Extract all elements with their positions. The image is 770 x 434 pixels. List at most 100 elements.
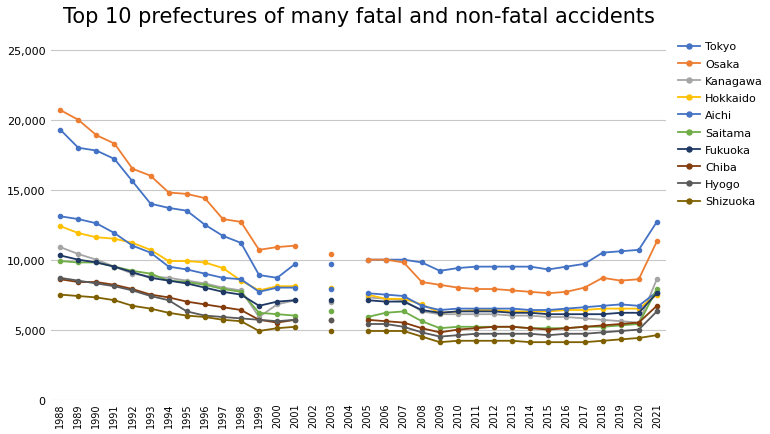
Line: Osaka: Osaka bbox=[58, 108, 297, 252]
Aichi bbox=[200, 271, 209, 276]
Saitama bbox=[273, 312, 282, 317]
Osaka bbox=[200, 196, 209, 201]
Chiba bbox=[200, 302, 209, 307]
Fukuoka bbox=[55, 253, 65, 259]
Chiba bbox=[182, 299, 192, 305]
Saitama bbox=[92, 260, 101, 266]
Saitama bbox=[74, 260, 83, 266]
Saitama bbox=[146, 271, 156, 276]
Hyogo bbox=[273, 319, 282, 324]
Chiba bbox=[110, 283, 119, 288]
Hokkaido bbox=[146, 248, 156, 253]
Tokyo bbox=[200, 223, 209, 228]
Hokkaido bbox=[182, 259, 192, 264]
Kanagawa bbox=[146, 274, 156, 279]
Aichi bbox=[254, 289, 263, 295]
Hyogo bbox=[92, 281, 101, 286]
Chiba bbox=[146, 293, 156, 298]
Osaka bbox=[236, 220, 246, 225]
Line: Chiba: Chiba bbox=[58, 277, 297, 325]
Chiba bbox=[55, 277, 65, 282]
Osaka bbox=[146, 174, 156, 179]
Line: Tokyo: Tokyo bbox=[58, 128, 297, 280]
Shizuoka bbox=[128, 303, 137, 309]
Tokyo bbox=[254, 273, 263, 278]
Saitama bbox=[182, 280, 192, 285]
Hokkaido bbox=[164, 259, 173, 264]
Line: Hokkaido: Hokkaido bbox=[58, 224, 297, 293]
Tokyo bbox=[92, 148, 101, 154]
Saitama bbox=[110, 264, 119, 270]
Tokyo bbox=[74, 146, 83, 151]
Saitama bbox=[128, 269, 137, 274]
Line: Saitama: Saitama bbox=[58, 260, 297, 318]
Title: Top 10 prefectures of many fatal and non-fatal accidents: Top 10 prefectures of many fatal and non… bbox=[62, 7, 654, 27]
Aichi bbox=[273, 285, 282, 290]
Tokyo bbox=[182, 209, 192, 214]
Aichi bbox=[74, 217, 83, 222]
Aichi bbox=[236, 277, 246, 282]
Chiba bbox=[236, 308, 246, 313]
Kanagawa bbox=[290, 298, 300, 303]
Saitama bbox=[164, 278, 173, 283]
Chiba bbox=[254, 317, 263, 322]
Aichi bbox=[92, 221, 101, 227]
Hyogo bbox=[200, 313, 209, 319]
Hokkaido bbox=[236, 278, 246, 283]
Osaka bbox=[92, 133, 101, 138]
Line: Shizuoka: Shizuoka bbox=[58, 293, 297, 333]
Hyogo bbox=[110, 284, 119, 289]
Saitama bbox=[236, 289, 246, 295]
Kanagawa bbox=[92, 257, 101, 263]
Chiba bbox=[218, 305, 227, 310]
Aichi bbox=[164, 264, 173, 270]
Kanagawa bbox=[254, 315, 263, 320]
Chiba bbox=[74, 280, 83, 285]
Tokyo bbox=[164, 206, 173, 211]
Legend: Tokyo, Osaka, Kanagawa, Hokkaido, Aichi, Saitama, Fukuoka, Chiba, Hyogo, Shizuok: Tokyo, Osaka, Kanagawa, Hokkaido, Aichi,… bbox=[678, 42, 763, 207]
Fukuoka bbox=[273, 299, 282, 305]
Line: Hyogo: Hyogo bbox=[58, 276, 297, 323]
Kanagawa bbox=[273, 302, 282, 307]
Fukuoka bbox=[218, 289, 227, 295]
Fukuoka bbox=[236, 293, 246, 298]
Saitama bbox=[55, 259, 65, 264]
Fukuoka bbox=[110, 264, 119, 270]
Shizuoka bbox=[92, 295, 101, 300]
Fukuoka bbox=[92, 260, 101, 266]
Saitama bbox=[290, 313, 300, 319]
Hokkaido bbox=[110, 237, 119, 242]
Fukuoka bbox=[200, 285, 209, 290]
Hyogo bbox=[74, 278, 83, 283]
Shizuoka bbox=[254, 329, 263, 334]
Kanagawa bbox=[110, 264, 119, 270]
Hyogo bbox=[146, 294, 156, 299]
Osaka bbox=[110, 141, 119, 147]
Hokkaido bbox=[273, 284, 282, 289]
Osaka bbox=[254, 248, 263, 253]
Shizuoka bbox=[290, 325, 300, 330]
Hyogo bbox=[254, 317, 263, 322]
Tokyo bbox=[290, 262, 300, 267]
Shizuoka bbox=[182, 313, 192, 319]
Osaka bbox=[74, 118, 83, 123]
Aichi bbox=[218, 276, 227, 281]
Osaka bbox=[218, 217, 227, 222]
Osaka bbox=[55, 108, 65, 113]
Shizuoka bbox=[110, 298, 119, 303]
Line: Fukuoka: Fukuoka bbox=[58, 254, 297, 308]
Line: Aichi: Aichi bbox=[58, 215, 297, 294]
Saitama bbox=[218, 287, 227, 292]
Kanagawa bbox=[74, 252, 83, 257]
Shizuoka bbox=[218, 317, 227, 322]
Tokyo bbox=[218, 234, 227, 239]
Hokkaido bbox=[74, 231, 83, 236]
Aichi bbox=[182, 267, 192, 273]
Hyogo bbox=[164, 298, 173, 303]
Hyogo bbox=[236, 316, 246, 321]
Line: Kanagawa: Kanagawa bbox=[58, 245, 297, 319]
Chiba bbox=[164, 295, 173, 300]
Aichi bbox=[290, 285, 300, 290]
Fukuoka bbox=[164, 278, 173, 283]
Shizuoka bbox=[74, 294, 83, 299]
